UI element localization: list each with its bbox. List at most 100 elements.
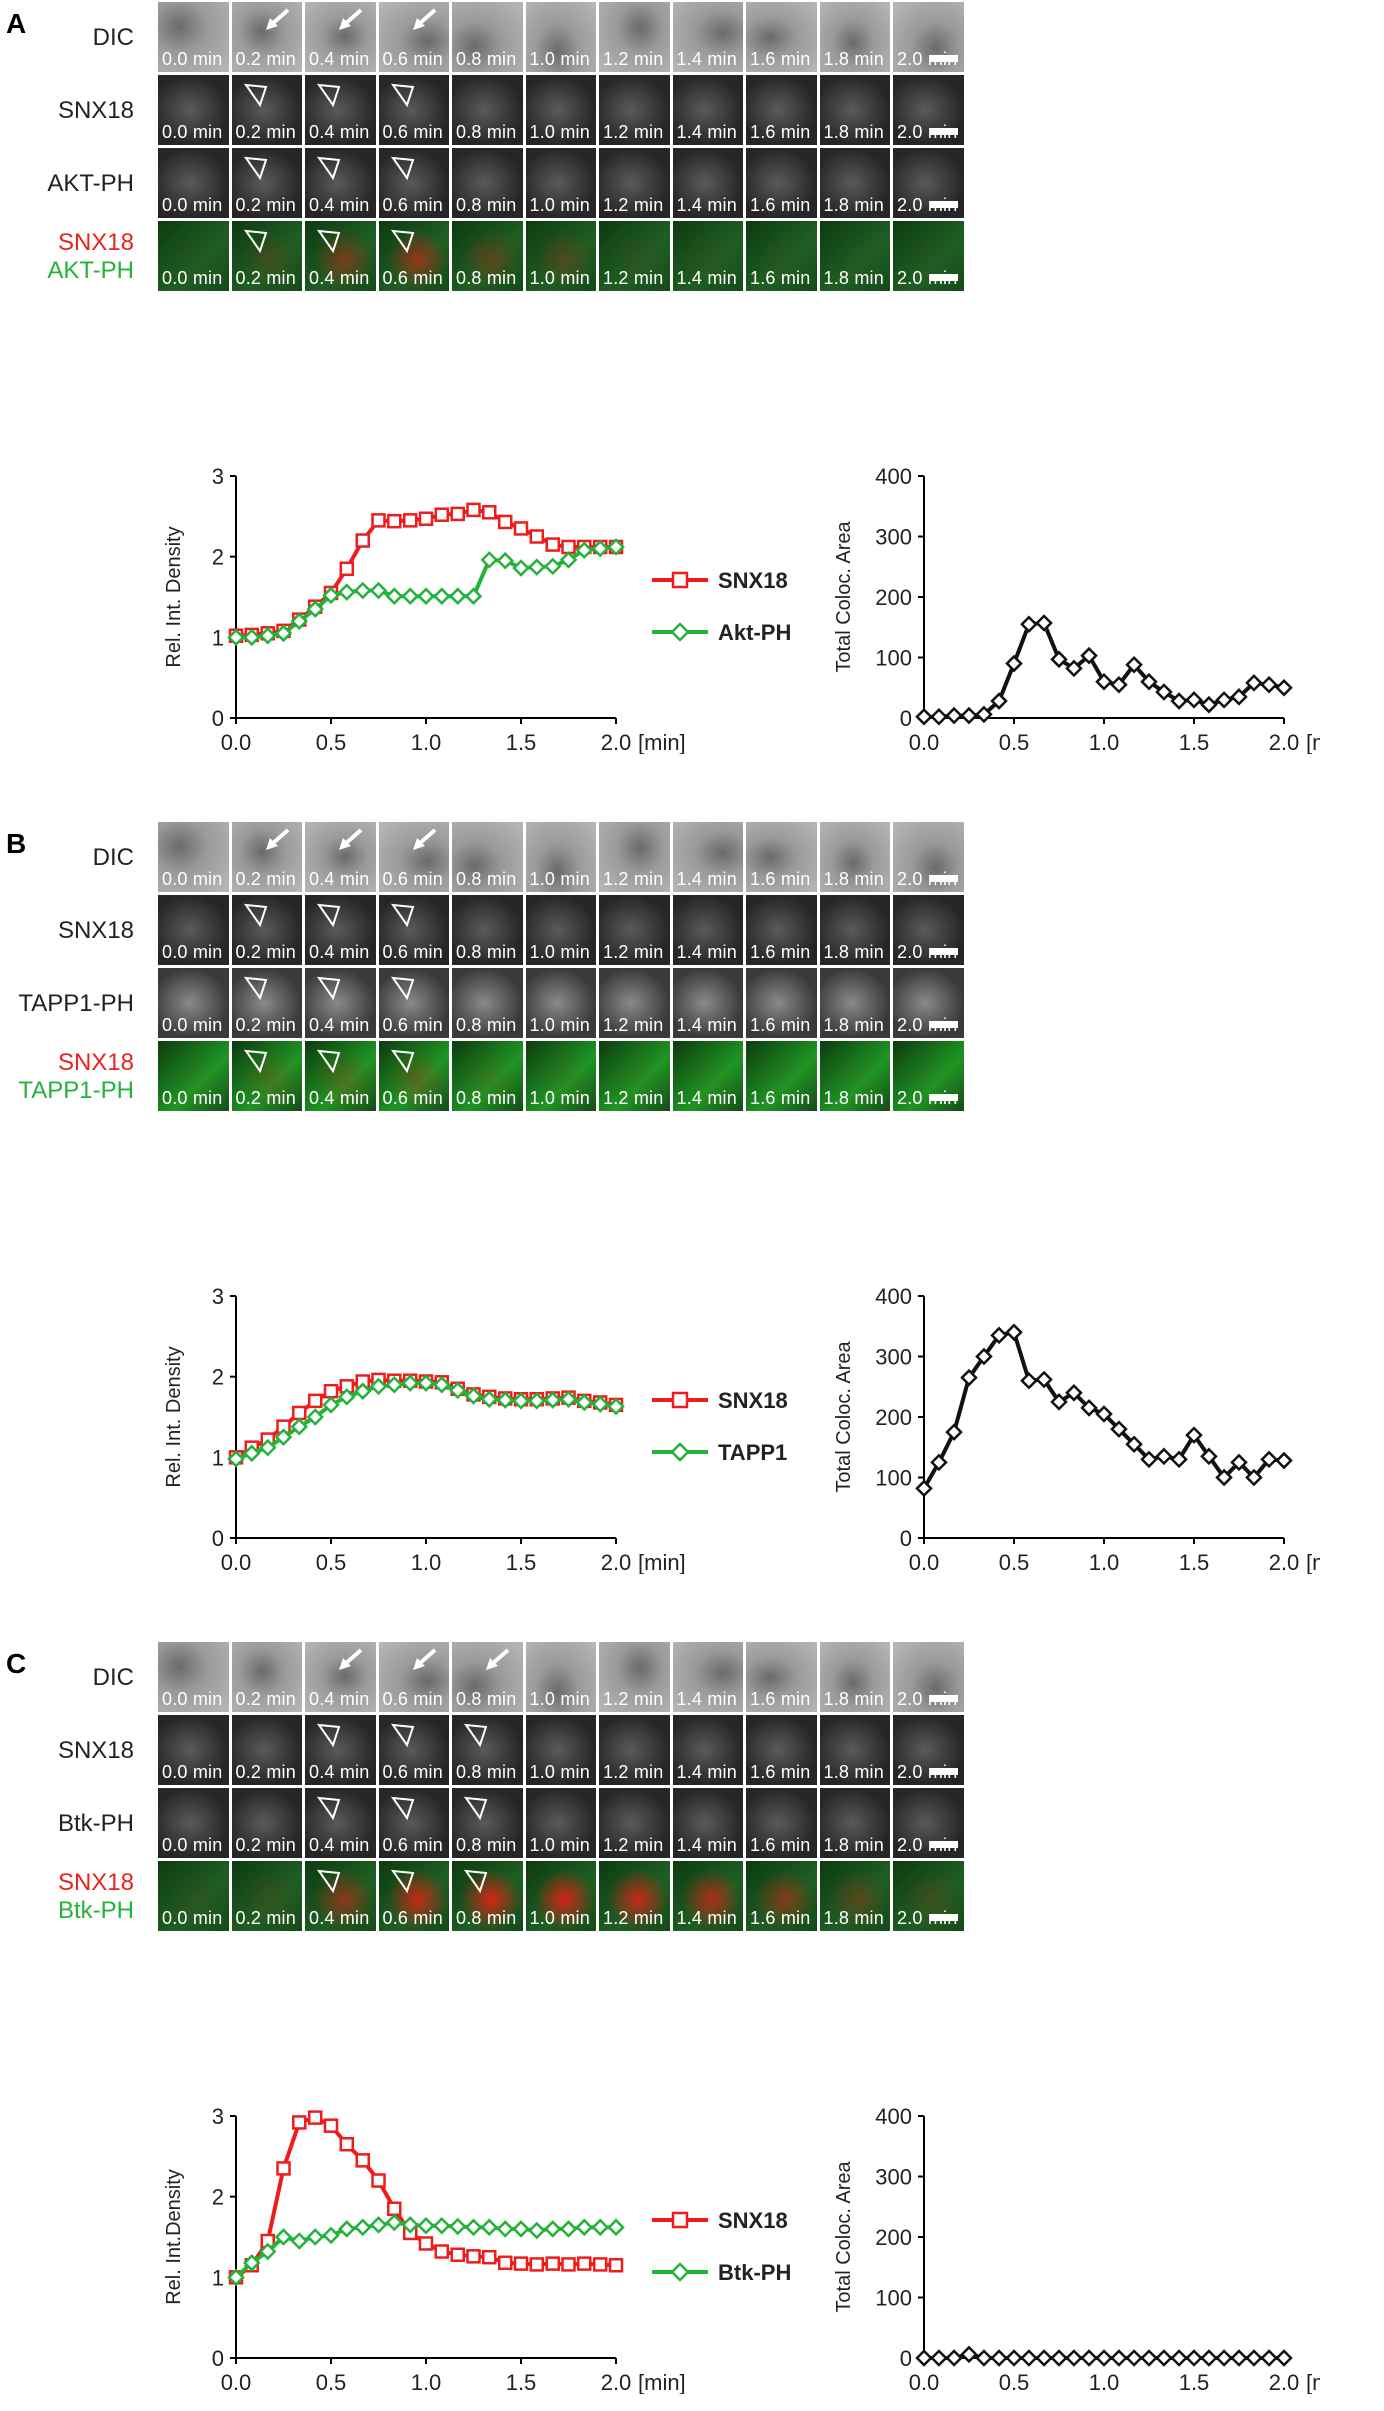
- micrograph-tile: 1.8 min: [819, 148, 890, 218]
- x-tick-label: 0.0: [221, 1550, 252, 1574]
- row-label-dic: DIC: [92, 24, 134, 51]
- data-point: [306, 1408, 324, 1426]
- data-point: [464, 587, 483, 605]
- x-tick-label: 0.5: [316, 1550, 347, 1574]
- micrograph-tile: 0.0 min: [158, 968, 229, 1038]
- data-point: [1080, 646, 1098, 665]
- time-label: 0.4 min: [309, 1835, 370, 1855]
- y-tick-label: 2: [212, 2185, 224, 2210]
- x-tick-label: 0.0: [909, 2370, 940, 2394]
- data-point: [434, 2244, 450, 2259]
- y-tick-label: 0: [900, 2346, 912, 2371]
- x-axis-label: [min]: [1306, 1550, 1320, 1574]
- arrowhead-icon: [390, 1796, 414, 1821]
- time-label: 1.6 min: [750, 1015, 811, 1035]
- row-label-probe: Btk-PH: [57, 1810, 134, 1837]
- data-point: [353, 2218, 372, 2237]
- data-point: [960, 706, 978, 725]
- time-label: 0.0 min: [162, 1689, 223, 1709]
- data-point: [353, 581, 372, 600]
- data-point: [323, 1383, 339, 1399]
- data-point: [338, 1388, 356, 1406]
- merge-label-red: SNX18: [57, 229, 134, 256]
- micrograph-tile: 0.6 min: [378, 1788, 449, 1858]
- time-label: 0.6 min: [382, 942, 443, 962]
- micrograph-tile: 0.0 min: [158, 148, 229, 218]
- time-label: 1.4 min: [676, 942, 737, 962]
- time-label: 0.2 min: [235, 195, 296, 215]
- data-point: [592, 2257, 608, 2272]
- data-point: [387, 513, 402, 529]
- micrograph-tile: 0.4 min: [305, 221, 376, 291]
- data-point: [258, 2242, 277, 2261]
- time-label: 0.8 min: [456, 1689, 517, 1709]
- micrograph-tile: 2.0 min: [893, 148, 964, 218]
- data-point: [975, 705, 993, 724]
- data-point: [243, 1444, 261, 1463]
- scale-bar: [929, 1841, 958, 1848]
- micrograph-tile: 0.2 min: [231, 1861, 302, 1931]
- data-point: [418, 2236, 434, 2251]
- time-label: 1.2 min: [603, 49, 664, 69]
- data-point: [1020, 1371, 1038, 1390]
- micrograph-tile: 2.0 min: [893, 1788, 964, 1858]
- y-tick-label: 1: [212, 1445, 224, 1470]
- x-tick-label: 0.0: [909, 730, 940, 754]
- merge-label-green: AKT-PH: [47, 257, 134, 284]
- arrow-icon: [339, 8, 363, 30]
- micrograph-tile: 0.4 min: [305, 2, 376, 72]
- time-label: 1.4 min: [676, 1689, 737, 1709]
- micrograph-tile: 0.2 min: [231, 2, 302, 72]
- micrograph-tile: 0.0 min: [158, 75, 229, 145]
- micrograph-tile: 1.8 min: [819, 221, 890, 291]
- micrograph-tile: 0.8 min: [452, 1715, 523, 1785]
- x-tick-label: 0.0: [221, 2370, 252, 2394]
- micrograph-tile: 2.0 min: [893, 221, 964, 291]
- data-point: [369, 2216, 388, 2234]
- data-point: [371, 513, 386, 528]
- micrograph-tile: 1.6 min: [746, 1041, 817, 1111]
- data-point: [401, 2216, 419, 2234]
- x-tick-label: 2.0: [601, 1550, 632, 1574]
- micrograph-tile: 0.2 min: [231, 1715, 302, 1785]
- micrograph-tile: 1.8 min: [819, 1788, 890, 1858]
- data-point: [292, 2115, 307, 2130]
- data-point: [480, 551, 499, 569]
- y-tick-label: 1: [212, 2265, 224, 2290]
- micrograph-tile: 0.0 min: [158, 1861, 229, 1931]
- time-label: 1.4 min: [676, 869, 737, 889]
- data-point: [323, 2118, 339, 2133]
- time-label: 0.6 min: [382, 195, 443, 215]
- data-point: [575, 1393, 594, 1412]
- micrograph-tile: 0.0 min: [158, 2, 229, 72]
- row-label-snx18: SNX18: [57, 97, 134, 124]
- data-point: [355, 2153, 370, 2168]
- data-point: [543, 1391, 562, 1409]
- micrograph-tile: 0.0 min: [158, 895, 229, 965]
- time-label: 0.6 min: [382, 1835, 443, 1855]
- data-point: [307, 2110, 323, 2125]
- y-tick-label: 300: [875, 525, 912, 550]
- time-label: 1.8 min: [823, 268, 884, 288]
- data-point: [945, 1423, 963, 1441]
- data-point: [945, 706, 963, 725]
- micrograph-tile: 0.8 min: [452, 822, 523, 892]
- micrograph-tile: 0.4 min: [305, 1041, 376, 1111]
- data-point: [1185, 2349, 1203, 2367]
- row-label-snx18: SNX18: [57, 1737, 134, 1764]
- legend-label: SNX18: [718, 2208, 788, 2233]
- micrograph-tile: 0.6 min: [378, 221, 449, 291]
- data-point: [545, 537, 560, 552]
- data-point: [1125, 655, 1143, 674]
- micrograph-tile: 1.0 min: [525, 221, 596, 291]
- time-label: 1.8 min: [823, 1015, 884, 1035]
- legend-label: SNX18: [718, 568, 788, 593]
- arrow-icon: [412, 8, 436, 30]
- y-tick-label: 2: [212, 545, 224, 570]
- data-point: [591, 539, 609, 558]
- micrograph-tile: 1.2 min: [599, 895, 670, 965]
- x-axis-label: [min]: [638, 2370, 686, 2394]
- micrograph-tile: 1.2 min: [599, 822, 670, 892]
- time-label: 0.0 min: [162, 1835, 223, 1855]
- y-axis-label: Total Coloc. Area: [833, 521, 855, 673]
